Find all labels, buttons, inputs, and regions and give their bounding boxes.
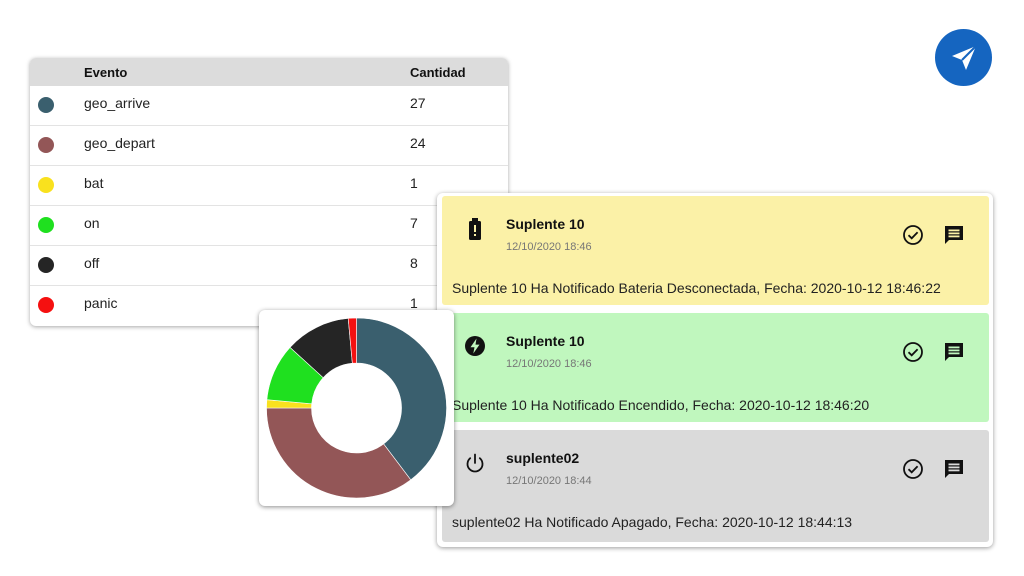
table-row-geo-arrive[interactable]: geo_arrive 27 — [30, 86, 508, 126]
notification-text: Suplente 10 Ha Notificado Bateria Descon… — [452, 280, 941, 296]
color-dot — [38, 137, 54, 153]
event-count: 27 — [410, 95, 426, 111]
header-evento: Evento — [84, 65, 128, 80]
message-icon[interactable] — [942, 340, 966, 364]
notification-text: Suplente 10 Ha Notificado Encendido, Fec… — [452, 397, 870, 413]
notification-power-on[interactable]: Suplente 10 12/10/2020 18:46 Suplente 10… — [442, 313, 989, 422]
table-row-off[interactable]: off 8 — [30, 246, 508, 286]
events-table: Evento Cantidad geo_arrive 27 geo_depart… — [30, 58, 508, 326]
event-count: 1 — [410, 175, 418, 191]
notification-text: suplente02 Ha Notificado Apagado, Fecha:… — [452, 514, 853, 530]
check-circle-icon[interactable] — [902, 224, 924, 246]
check-circle-icon[interactable] — [902, 458, 924, 480]
color-dot — [38, 217, 54, 233]
color-dot — [38, 257, 54, 273]
event-count: 24 — [410, 135, 426, 151]
message-icon[interactable] — [942, 457, 966, 481]
notification-title: suplente02 — [506, 450, 580, 466]
donut-chart — [266, 317, 447, 499]
donut-chart-card — [259, 310, 454, 506]
battery-alert-icon — [464, 218, 486, 240]
notification-time: 12/10/2020 18:44 — [506, 475, 592, 487]
table-row-on[interactable]: on 7 — [30, 206, 508, 246]
message-icon[interactable] — [942, 223, 966, 247]
color-dot — [38, 297, 54, 313]
event-name: off — [84, 255, 100, 271]
power-off-icon — [464, 452, 486, 474]
notification-battery[interactable]: Suplente 10 12/10/2020 18:46 Suplente 10… — [442, 196, 989, 305]
check-circle-icon[interactable] — [902, 341, 924, 363]
header-cantidad: Cantidad — [410, 65, 466, 80]
send-button[interactable] — [935, 29, 992, 86]
event-name: geo_depart — [84, 135, 155, 151]
color-dot — [38, 177, 54, 193]
table-row-geo-depart[interactable]: geo_depart 24 — [30, 126, 508, 166]
table-row-bat[interactable]: bat 1 — [30, 166, 508, 206]
send-icon — [951, 44, 977, 70]
notification-power-off[interactable]: suplente02 12/10/2020 18:44 suplente02 H… — [442, 430, 989, 542]
event-count: 1 — [410, 295, 418, 311]
notification-time: 12/10/2020 18:46 — [506, 241, 592, 253]
table-header: Evento Cantidad — [30, 58, 508, 86]
event-count: 8 — [410, 255, 418, 271]
power-on-bolt-icon — [464, 335, 486, 357]
notification-title: Suplente 10 — [506, 216, 585, 232]
event-name: on — [84, 215, 100, 231]
notification-time: 12/10/2020 18:46 — [506, 358, 592, 370]
donut-slice-geo-depart[interactable] — [266, 407, 412, 499]
notifications-panel: Suplente 10 12/10/2020 18:46 Suplente 10… — [437, 193, 993, 547]
event-name: geo_arrive — [84, 95, 151, 111]
event-name: bat — [84, 175, 104, 191]
color-dot — [38, 97, 54, 113]
donut-slice-panic[interactable] — [347, 317, 357, 364]
event-name: panic — [84, 295, 118, 311]
notification-title: Suplente 10 — [506, 333, 585, 349]
donut-slice-geo-arrive[interactable] — [356, 317, 447, 481]
event-count: 7 — [410, 215, 418, 231]
table-row-panic[interactable]: panic 1 — [30, 286, 508, 326]
